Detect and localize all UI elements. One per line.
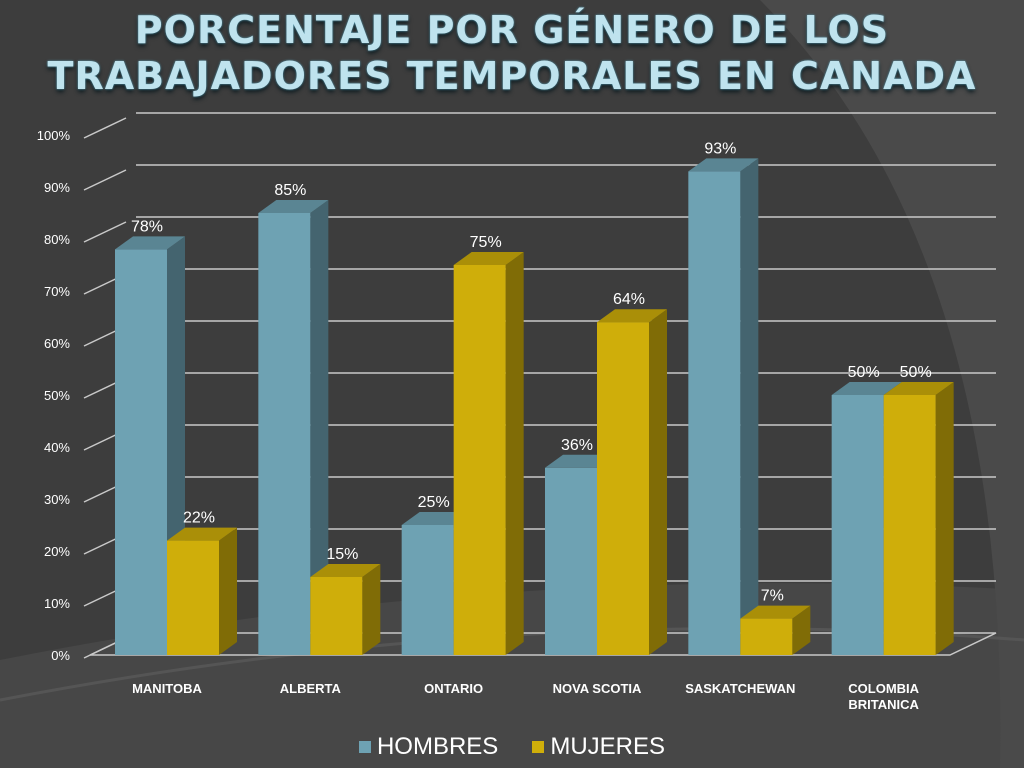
legend-label-mujeres: MUJERES xyxy=(550,733,666,760)
bar-side xyxy=(219,527,237,655)
y-tick-label: 50% xyxy=(44,388,70,403)
bar-side xyxy=(505,252,524,655)
bar-front xyxy=(167,540,219,655)
value-label-mujeres-5: 50% xyxy=(900,364,932,381)
value-label-mujeres-2: 75% xyxy=(470,234,502,251)
x-category-label: NOVA SCOTIA xyxy=(553,681,642,696)
legend-item-mujeres: MUJERES xyxy=(532,733,665,761)
y-tick-mark xyxy=(83,117,127,139)
legend-swatch-mujeres xyxy=(532,741,545,753)
bar-top xyxy=(258,200,329,213)
bar-hombres-4 xyxy=(688,158,759,655)
bar-front xyxy=(401,525,454,655)
y-tick-label: 20% xyxy=(44,544,70,559)
value-label-mujeres-4: 7% xyxy=(761,588,784,605)
bar-side xyxy=(740,158,759,655)
bar-top xyxy=(597,309,667,323)
x-category-label: COLOMBIA xyxy=(848,681,919,696)
x-category-label: ONTARIO xyxy=(424,681,483,696)
value-label-hombres-4: 93% xyxy=(704,140,736,157)
chart-title-line-1: PORCENTAJE POR GÉNERO DE LOS xyxy=(134,8,890,52)
value-label-mujeres-0: 22% xyxy=(183,510,215,527)
bar-front xyxy=(740,618,793,655)
bar-top xyxy=(740,605,811,619)
bar-side xyxy=(792,605,811,655)
bar-front xyxy=(545,467,597,655)
y-tick-mark xyxy=(83,221,127,243)
bar-mujeres-2 xyxy=(453,252,524,655)
bar-mujeres-0 xyxy=(167,527,237,655)
bar-front xyxy=(883,395,936,655)
value-label-mujeres-1: 15% xyxy=(326,546,358,563)
bar-front xyxy=(258,213,311,655)
bar-side xyxy=(310,200,329,655)
legend-swatch-hombres xyxy=(358,741,371,753)
bar-top xyxy=(310,564,381,577)
y-tick-label: 40% xyxy=(44,440,70,455)
bar-side xyxy=(362,564,381,655)
bar-mujeres-5 xyxy=(883,382,954,655)
y-tick-label: 100% xyxy=(37,128,71,143)
y-tick-label: 70% xyxy=(44,284,70,299)
bar-mujeres-3 xyxy=(597,309,667,655)
bar-front xyxy=(688,171,741,655)
value-label-mujeres-3: 64% xyxy=(613,291,645,308)
bar-side xyxy=(649,309,667,655)
bar-side xyxy=(935,382,954,655)
bar-top xyxy=(831,382,902,395)
bar-front xyxy=(310,577,363,655)
bar-front xyxy=(597,322,649,655)
y-tick-mark xyxy=(83,169,127,191)
bar-top xyxy=(883,382,954,395)
value-label-hombres-1: 85% xyxy=(274,182,306,199)
legend-label-hombres: HOMBRES xyxy=(376,733,499,760)
bar-hombres-1 xyxy=(258,200,329,655)
value-label-hombres-3: 36% xyxy=(561,437,593,454)
chart-legend: HOMBRES MUJERES xyxy=(0,733,1024,761)
bar-top xyxy=(167,527,237,541)
bar-top xyxy=(453,252,524,265)
bar-mujeres-1 xyxy=(310,564,381,655)
y-tick-label: 0% xyxy=(51,648,70,663)
y-tick-label: 30% xyxy=(44,492,70,507)
x-category-label: BRITANICA xyxy=(848,697,919,712)
value-label-hombres-2: 25% xyxy=(418,494,450,511)
value-label-hombres-5: 50% xyxy=(848,364,880,381)
bar-top xyxy=(115,236,185,250)
y-tick-label: 60% xyxy=(44,336,70,351)
x-category-label: MANITOBA xyxy=(132,681,202,696)
bar-front xyxy=(453,265,506,655)
y-tick-label: 10% xyxy=(44,596,70,611)
chart-title-line-2: TRABAJADORES TEMPORALES EN CANADA xyxy=(47,54,977,98)
x-category-label: ALBERTA xyxy=(280,681,342,696)
bar-front xyxy=(115,249,167,655)
legend-item-hombres: HOMBRES xyxy=(358,733,499,761)
value-label-hombres-0: 78% xyxy=(131,218,163,235)
bar-top xyxy=(688,158,759,172)
y-tick-label: 80% xyxy=(44,232,70,247)
y-tick-label: 90% xyxy=(44,180,70,195)
bar-front xyxy=(831,395,884,655)
bar-mujeres-4 xyxy=(740,605,811,655)
x-category-label: SASKATCHEWAN xyxy=(685,681,795,696)
